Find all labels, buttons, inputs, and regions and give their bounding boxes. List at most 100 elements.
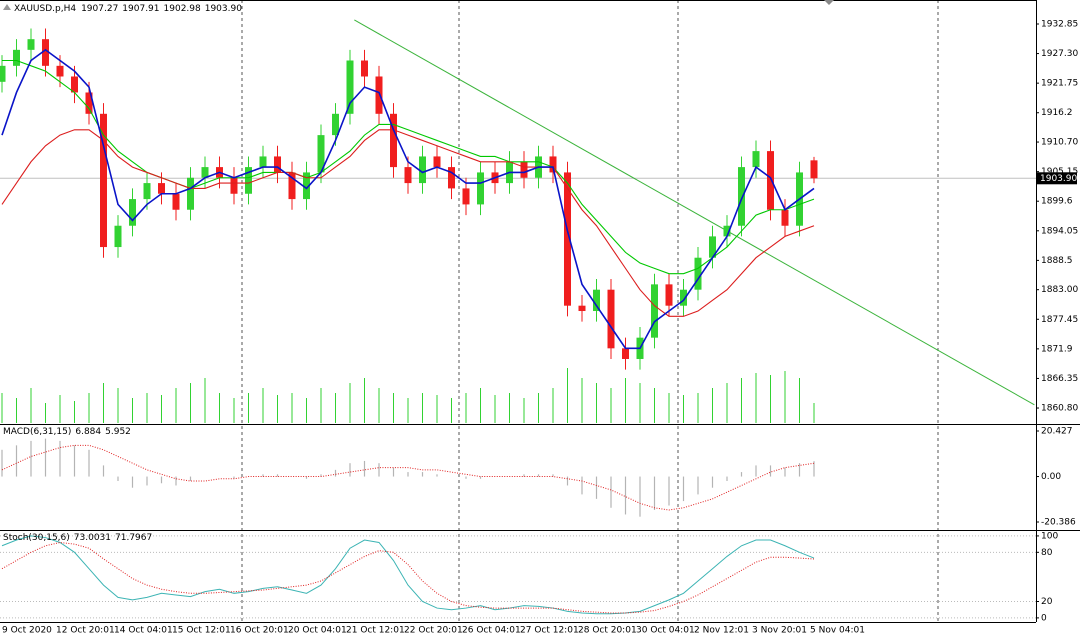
candle-body (680, 289, 687, 306)
x-tick-label: 14 Oct 04:01 (114, 626, 173, 636)
y-tick-label: 0 (1041, 613, 1047, 623)
candle-body (709, 236, 716, 258)
y-tick-label: 1921.75 (1041, 79, 1078, 89)
candle-body (303, 172, 310, 200)
candle-body (143, 183, 151, 200)
candle-body (100, 113, 107, 248)
candle-body (651, 284, 658, 338)
y-tick-label: 100 (1041, 531, 1058, 541)
plot-layer (0, 19, 1039, 619)
header-icon-shape (3, 4, 11, 10)
candle-body (317, 135, 325, 173)
macd-signal (1, 444, 815, 511)
macd-signal-value: 5.952 (105, 427, 131, 437)
candle-body (419, 156, 426, 184)
candle-body (767, 151, 774, 210)
y-tick-label: 1871.9 (1041, 344, 1073, 354)
frame (0, 0, 1080, 623)
stoch-header: Stoch(30,15,6) 73.0031 71.7967 (3, 533, 152, 543)
candle-body (259, 156, 267, 168)
y-tick-label: 1888.5 (1041, 256, 1073, 266)
candle-body (332, 113, 339, 136)
x-tick-label: 21 Oct 12:01 (346, 626, 405, 636)
moving-average (1, 129, 815, 317)
candle-body (85, 92, 93, 114)
candle-body (346, 60, 354, 114)
candle-body (462, 188, 470, 205)
candle-body (288, 172, 296, 200)
y-tick-label: 20.427 (1041, 427, 1073, 437)
candle-body (738, 167, 745, 226)
stoch-signal-value: 71.7967 (115, 533, 152, 543)
candle-body (114, 225, 122, 248)
x-tick-label: 12 Oct 20:01 (56, 626, 115, 636)
candle-body (520, 161, 528, 178)
candle-body (593, 289, 600, 312)
y-tick-label: 1916.2 (1041, 108, 1073, 118)
candle-body (230, 177, 238, 194)
trend-line (354, 19, 1035, 406)
y-tick-label: -20.386 (1041, 518, 1076, 528)
x-tick-label: 22 Oct 20:01 (404, 626, 463, 636)
candle-body (578, 305, 586, 312)
x-tick-label: 20 Oct 04:01 (288, 626, 347, 636)
x-tick-label: 3 Nov 20:01 (752, 626, 807, 636)
candle-body (158, 183, 165, 194)
x-tick-label: 26 Oct 04:01 (462, 626, 521, 636)
macd-value: 6.884 (75, 427, 101, 437)
high-label: 1907.91 (122, 4, 159, 14)
moving-average (1, 48, 815, 350)
y-tick-label: 1860.80 (1041, 404, 1078, 414)
macd-header: MACD(6,31,15) 6.884 5.952 (3, 427, 131, 437)
low-label: 1902.98 (164, 4, 201, 14)
candle-body (622, 348, 629, 359)
candle-body (187, 177, 194, 210)
shift-marker (824, 0, 834, 5)
x-tick-label: 15 Oct 12:01 (172, 626, 231, 636)
candle-body (549, 156, 557, 173)
last-price-box (1037, 172, 1077, 185)
stoch-main-value: 73.0031 (74, 533, 111, 543)
y-tick-label: 20 (1041, 597, 1053, 607)
x-tick-label: 5 Nov 04:01 (810, 626, 865, 636)
candle-body (245, 167, 252, 194)
close-label: 1903.90 (205, 4, 242, 14)
candle-body (390, 113, 397, 168)
symbol: XAUUSD.p,H4 (14, 4, 76, 14)
candle-body (665, 284, 673, 306)
x-tick-label: 16 Oct 20:01 (230, 626, 289, 636)
moving-average (2, 59, 815, 275)
y-tick-label: 1883.00 (1041, 285, 1078, 295)
candle-body (404, 167, 412, 184)
candle-body (27, 39, 35, 50)
y-tick-label: 1894.05 (1041, 226, 1078, 236)
main-header: XAUUSD.p,H4 1907.27 1907.91 1902.98 1903.90 (14, 4, 242, 14)
open-label: 1907.27 (81, 4, 118, 14)
y-tick-label: 1905.15 (1041, 167, 1078, 177)
candle-body (752, 151, 760, 168)
x-tick-label: 9 Oct 2020 (2, 626, 52, 636)
candle-body (781, 209, 789, 226)
candle-body (607, 289, 615, 349)
candle-body (172, 193, 180, 210)
y-tick-label: 80 (1041, 548, 1053, 558)
macd-title: MACD(6,31,15) (3, 427, 71, 437)
candle-body (71, 76, 78, 93)
y-tick-label: 1866.35 (1041, 374, 1078, 384)
y-tick-label: 1932.85 (1041, 19, 1078, 29)
candle-body (56, 65, 64, 77)
y-tick-label: 1877.45 (1041, 315, 1078, 325)
candle-body (42, 39, 49, 66)
candle-body (201, 167, 209, 178)
candle-body (375, 76, 383, 114)
x-tick-label: 30 Oct 04:01 (636, 626, 695, 636)
candle-body (694, 257, 702, 290)
candle-body (129, 199, 136, 226)
period-separators (241, 0, 939, 622)
candle-body (448, 167, 455, 189)
stoch-line (1, 535, 815, 615)
candle-body (723, 225, 731, 237)
y-tick-label: 1927.30 (1041, 49, 1078, 59)
